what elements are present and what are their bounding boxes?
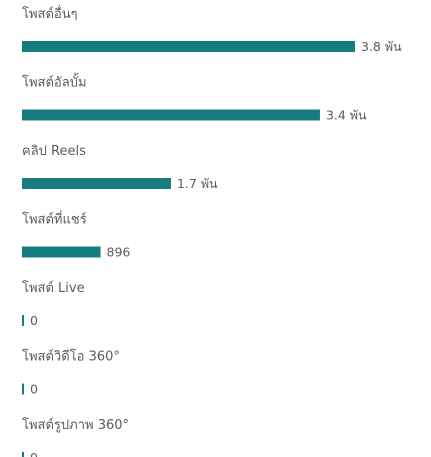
value-label: 3.8 พัน xyxy=(361,39,402,54)
category-label: โพสต์ที่แชร์ xyxy=(22,211,87,228)
value-label: 896 xyxy=(107,245,131,260)
category-label: โพสต์วิดีโอ 360° xyxy=(22,349,120,365)
bar xyxy=(22,383,24,395)
value-label: 0 xyxy=(30,450,38,457)
bar xyxy=(22,109,320,121)
value-label: 0 xyxy=(30,382,38,397)
bar xyxy=(22,41,355,52)
bar xyxy=(22,452,24,457)
value-label: 0 xyxy=(30,313,38,328)
category-label: โพสต์ Live xyxy=(22,280,85,296)
category-label: โพสต์อัลบั้ม xyxy=(22,73,87,91)
category-label: คลิป Reels xyxy=(22,144,86,159)
bar xyxy=(22,315,24,326)
category-label: โพสต์รูปภาพ 360° xyxy=(22,417,129,433)
category-label: โพสต์อื่นๆ xyxy=(22,5,78,22)
bar xyxy=(22,178,171,189)
value-label: 3.4 พัน xyxy=(326,108,367,123)
value-label: 1.7 พัน xyxy=(177,176,218,191)
bar xyxy=(22,246,101,258)
